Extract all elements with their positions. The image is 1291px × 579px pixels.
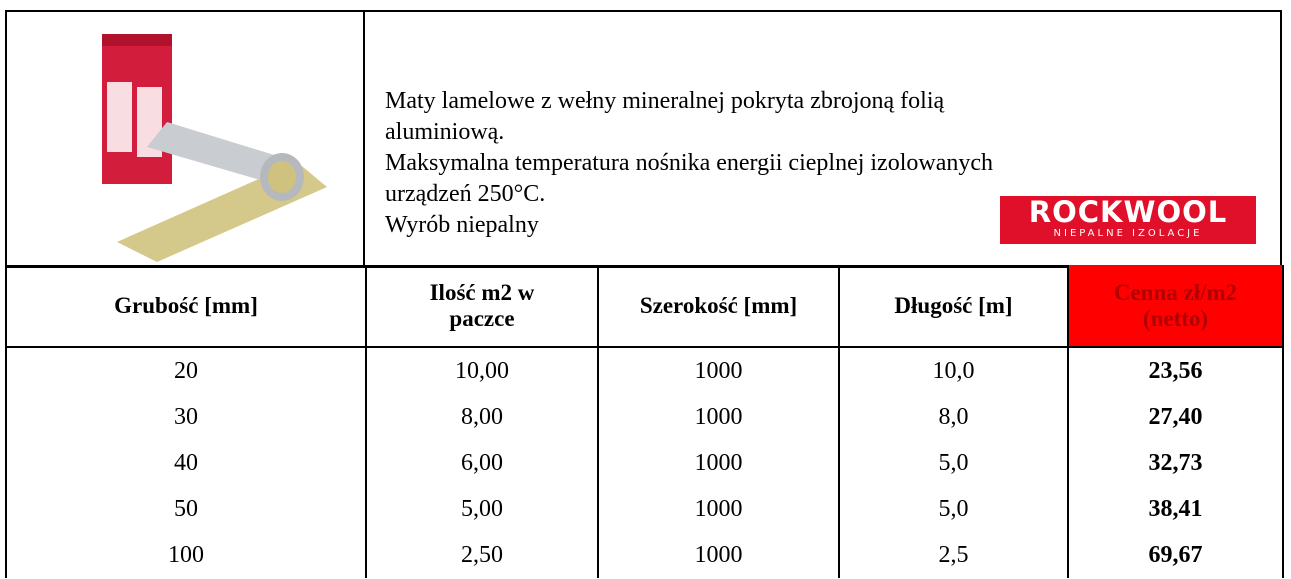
header-text: Ilość m2 w xyxy=(367,280,597,306)
table-cell: 10,00 xyxy=(366,347,598,394)
page: Maty lamelowe z wełny mineralnej pokryta… xyxy=(0,0,1291,579)
table-cell: 5,0 xyxy=(839,486,1068,532)
table-cell: 32,73 xyxy=(1068,440,1283,486)
brand-logo: ROCKWOOL NIEPALNE IZOLACJE xyxy=(1000,196,1256,244)
header-cell: Grubość [mm] xyxy=(6,265,366,347)
table-cell: 50 xyxy=(6,486,366,532)
table-cell: 1000 xyxy=(598,347,839,394)
table-cell: 1000 xyxy=(598,440,839,486)
description: Maty lamelowe z wełny mineralnej pokryta… xyxy=(385,86,993,241)
table-cell: 2,5 xyxy=(839,532,1068,578)
description-line: Maty lamelowe z wełny mineralnej pokryta… xyxy=(385,86,993,117)
table-cell: 8,00 xyxy=(366,394,598,440)
logo-brand: ROCKWOOL xyxy=(1000,196,1256,228)
product-header: Maty lamelowe z wełny mineralnej pokryta… xyxy=(5,10,1282,268)
header-cell: Długość [m] xyxy=(839,265,1068,347)
header-text: Grubość [mm] xyxy=(7,293,365,319)
table-cell: 30 xyxy=(6,394,366,440)
description-line: aluminiową. xyxy=(385,117,993,148)
table-cell: 23,56 xyxy=(1068,347,1283,394)
table-cell: 69,67 xyxy=(1068,532,1283,578)
description-line: urządzeń 250°C. xyxy=(385,179,993,210)
product-image xyxy=(7,12,363,265)
table-cell: 5,00 xyxy=(366,486,598,532)
header-cell: Cenna zł/m2(netto) xyxy=(1068,265,1283,347)
header-text: (netto) xyxy=(1069,306,1282,332)
description-line: Maksymalna temperatura nośnika energii c… xyxy=(385,148,993,179)
table-cell: 1000 xyxy=(598,486,839,532)
table-cell: 1000 xyxy=(598,532,839,578)
header-text: Szerokość [mm] xyxy=(599,293,838,319)
table-cell: 2,50 xyxy=(366,532,598,578)
table-cell: 5,0 xyxy=(839,440,1068,486)
table-cell: 40 xyxy=(6,440,366,486)
product-image-cell xyxy=(7,12,365,265)
table-cell: 100 xyxy=(6,532,366,578)
logo-tagline: NIEPALNE IZOLACJE xyxy=(1000,228,1256,240)
table-cell: 27,40 xyxy=(1068,394,1283,440)
table-cell: 38,41 xyxy=(1068,486,1283,532)
header-cell: Szerokość [mm] xyxy=(598,265,839,347)
header-text: paczce xyxy=(367,306,597,332)
table-cell: 8,0 xyxy=(839,394,1068,440)
table-cell: 10,0 xyxy=(839,347,1068,394)
table-cell: 20 xyxy=(6,347,366,394)
header-text: Cenna zł/m2 xyxy=(1069,280,1282,306)
table-cell: 1000 xyxy=(598,394,839,440)
table-cell: 6,00 xyxy=(366,440,598,486)
header-text: Długość [m] xyxy=(840,293,1067,319)
description-line: Wyrób niepalny xyxy=(385,210,993,241)
